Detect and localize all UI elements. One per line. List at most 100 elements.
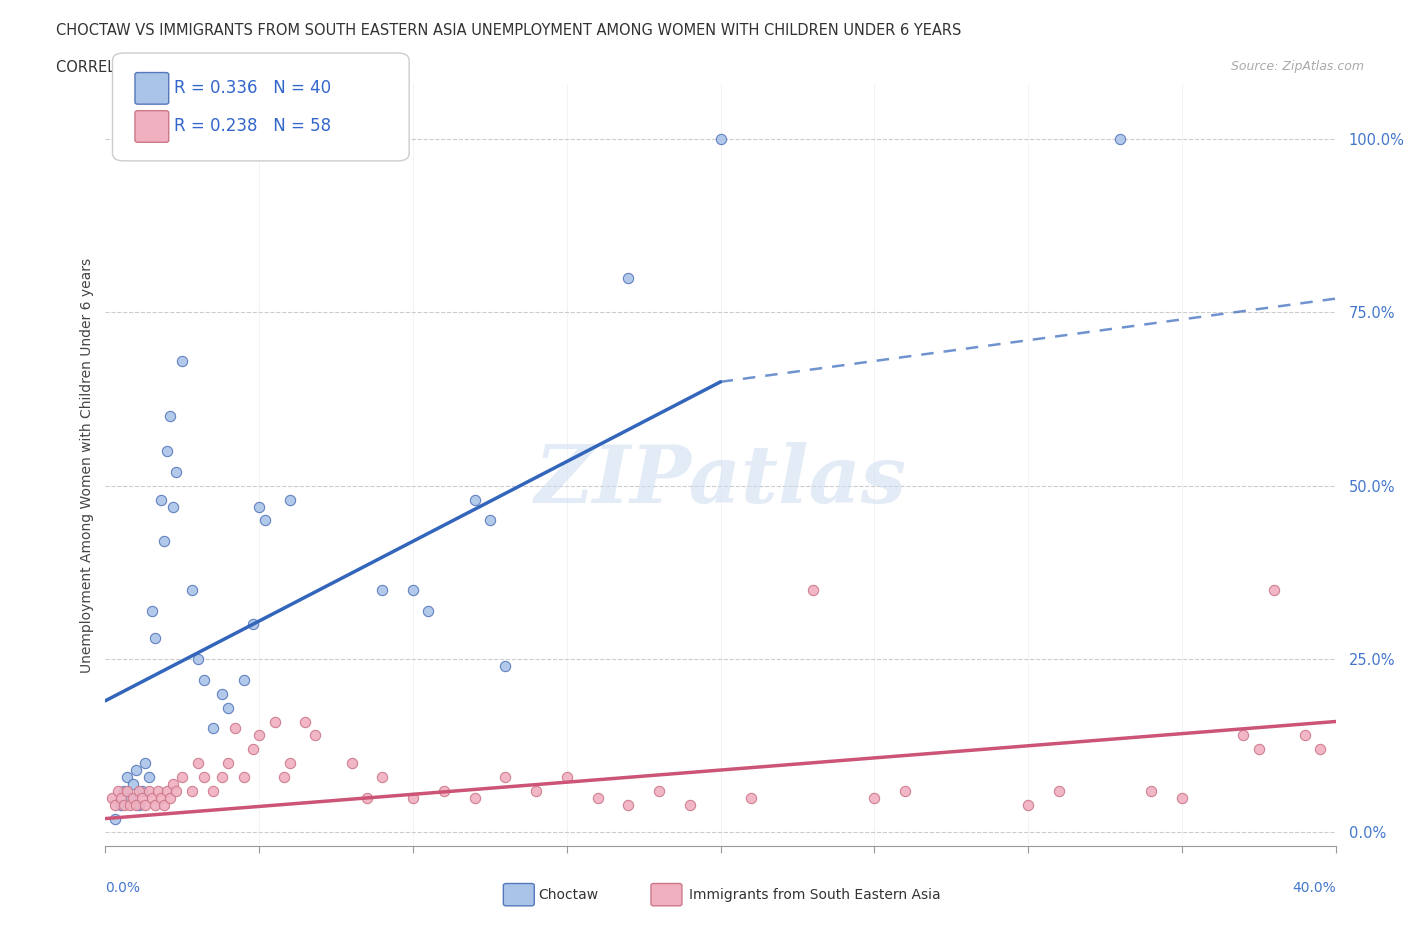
Point [128, 797, 150, 812]
Point [138, 783, 160, 798]
Point [1109, 132, 1132, 147]
Point [112, 783, 135, 798]
Point [120, 797, 141, 812]
Point [1017, 797, 1039, 812]
Point [524, 783, 547, 798]
Text: CHOCTAW VS IMMIGRANTS FROM SOUTH EASTERN ASIA UNEMPLOYMENT AMONG WOMEN WITH CHIL: CHOCTAW VS IMMIGRANTS FROM SOUTH EASTERN… [56, 23, 962, 38]
Point [1232, 728, 1254, 743]
Point [202, 721, 225, 736]
Point [218, 756, 240, 771]
Point [1247, 742, 1270, 757]
Point [153, 534, 176, 549]
Point [1047, 783, 1070, 798]
Point [122, 777, 145, 791]
Point [402, 790, 425, 805]
Point [153, 797, 176, 812]
Point [340, 756, 363, 771]
Point [138, 769, 160, 784]
Point [371, 582, 394, 597]
Point [710, 132, 733, 147]
Point [679, 797, 702, 812]
Point [110, 797, 132, 812]
Point [232, 769, 254, 784]
Point [165, 464, 187, 479]
Point [187, 756, 209, 771]
Point [304, 728, 326, 743]
Point [418, 604, 440, 618]
Point [149, 790, 172, 805]
Point [402, 582, 425, 597]
Point [143, 797, 166, 812]
Point [110, 790, 132, 805]
Point [141, 604, 163, 618]
Point [162, 499, 184, 514]
Point [211, 686, 233, 701]
Point [273, 769, 295, 784]
Point [617, 271, 640, 286]
Y-axis label: Unemployment Among Women with Children Under 6 years: Unemployment Among Women with Children U… [80, 258, 94, 672]
Text: 0.0%: 0.0% [105, 881, 141, 895]
Point [156, 444, 179, 458]
Point [555, 769, 578, 784]
Text: 40.0%: 40.0% [1292, 881, 1336, 895]
Point [100, 790, 122, 805]
Point [143, 631, 166, 645]
Point [162, 777, 184, 791]
Point [187, 652, 209, 667]
Point [1171, 790, 1194, 805]
Point [172, 769, 194, 784]
Text: Source: ZipAtlas.com: Source: ZipAtlas.com [1230, 60, 1364, 73]
Text: Immigrants from South Eastern Asia: Immigrants from South Eastern Asia [689, 887, 941, 902]
Point [146, 783, 169, 798]
Point [193, 769, 215, 784]
Point [131, 790, 153, 805]
Text: CORRELATION CHART: CORRELATION CHART [56, 60, 214, 75]
Point [801, 582, 824, 597]
Point [1263, 582, 1285, 597]
Point [224, 721, 246, 736]
Point [172, 353, 194, 368]
Point [115, 769, 138, 784]
Point [278, 492, 301, 507]
Text: R = 0.238   N = 58: R = 0.238 N = 58 [174, 117, 332, 136]
Point [125, 797, 148, 812]
Point [242, 742, 264, 757]
Point [159, 409, 181, 424]
Point [141, 790, 163, 805]
Point [149, 492, 172, 507]
Point [107, 783, 129, 798]
Point [115, 783, 138, 798]
Point [104, 797, 127, 812]
Point [494, 769, 516, 784]
Point [159, 790, 181, 805]
Point [648, 783, 671, 798]
Point [494, 658, 516, 673]
Point [464, 492, 486, 507]
Point [478, 513, 501, 528]
Point [740, 790, 762, 805]
Point [218, 700, 240, 715]
Point [104, 811, 127, 826]
Point [464, 790, 486, 805]
Point [165, 783, 187, 798]
Point [1140, 783, 1163, 798]
Point [1309, 742, 1331, 757]
Point [122, 790, 145, 805]
Point [586, 790, 609, 805]
Point [232, 672, 254, 687]
Point [1294, 728, 1316, 743]
Point [263, 714, 285, 729]
Point [193, 672, 215, 687]
Point [247, 728, 270, 743]
Point [894, 783, 917, 798]
Point [433, 783, 456, 798]
Point [371, 769, 394, 784]
Point [211, 769, 233, 784]
Point [863, 790, 886, 805]
Point [202, 783, 225, 798]
Point [617, 797, 640, 812]
Point [356, 790, 378, 805]
Point [247, 499, 270, 514]
Text: R = 0.336   N = 40: R = 0.336 N = 40 [174, 79, 332, 98]
Point [254, 513, 277, 528]
